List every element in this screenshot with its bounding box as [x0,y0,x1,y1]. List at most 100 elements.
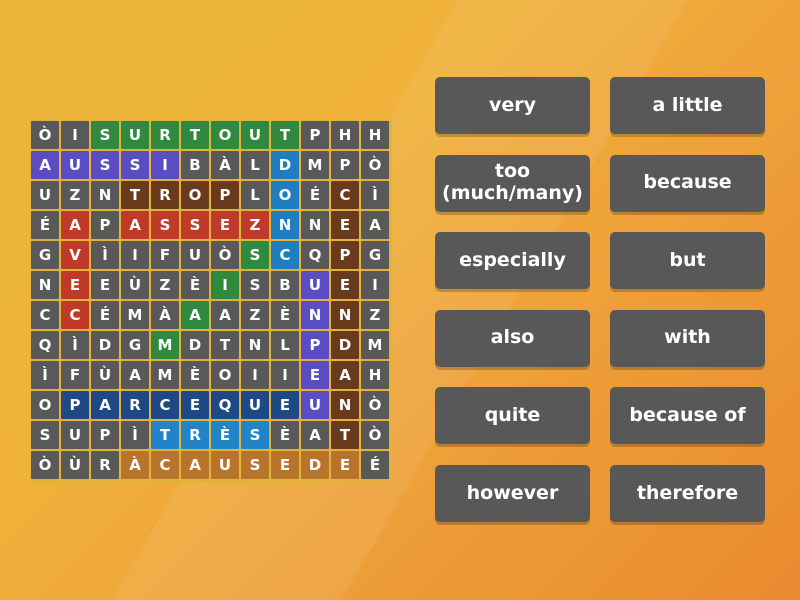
clue-button[interactable]: but [610,232,765,290]
grid-cell[interactable]: O [211,361,239,389]
grid-cell[interactable]: N [331,391,359,419]
grid-cell[interactable]: U [121,121,149,149]
clue-button[interactable]: very [435,77,590,134]
grid-cell[interactable]: Ò [31,451,59,479]
grid-cell[interactable]: M [301,151,329,179]
grid-cell[interactable]: Z [151,271,179,299]
grid-cell[interactable]: T [181,121,209,149]
grid-cell[interactable]: S [91,121,119,149]
grid-cell[interactable]: N [301,211,329,239]
grid-cell[interactable]: A [121,211,149,239]
clue-button[interactable]: also [435,309,590,367]
grid-cell[interactable]: Ù [121,271,149,299]
grid-cell[interactable]: C [271,241,299,269]
grid-cell[interactable]: D [301,451,329,479]
grid-cell[interactable]: S [241,271,269,299]
grid-cell[interactable]: U [31,181,59,209]
grid-cell[interactable]: Ì [61,331,89,359]
grid-cell[interactable]: É [91,301,119,329]
grid-cell[interactable]: M [151,361,179,389]
grid-cell[interactable]: P [91,211,119,239]
grid-cell[interactable]: R [121,391,149,419]
grid-cell[interactable]: U [241,391,269,419]
grid-cell[interactable]: U [181,241,209,269]
grid-cell[interactable]: T [151,421,179,449]
grid-cell[interactable]: P [301,121,329,149]
grid-cell[interactable]: P [331,241,359,269]
grid-cell[interactable]: T [271,121,299,149]
grid-cell[interactable]: É [361,451,389,479]
grid-cell[interactable]: H [331,121,359,149]
grid-cell[interactable]: O [271,181,299,209]
grid-cell[interactable]: Ì [361,181,389,209]
grid-cell[interactable]: P [211,181,239,209]
grid-cell[interactable]: U [301,391,329,419]
grid-cell[interactable]: A [31,151,59,179]
grid-cell[interactable]: R [181,421,209,449]
grid-cell[interactable]: H [361,121,389,149]
clue-button[interactable]: with [610,309,765,367]
grid-cell[interactable]: M [121,301,149,329]
grid-cell[interactable]: A [121,361,149,389]
grid-cell[interactable]: A [181,451,209,479]
grid-cell[interactable]: I [61,121,89,149]
grid-cell[interactable]: Ò [361,151,389,179]
grid-cell[interactable]: I [361,271,389,299]
grid-cell[interactable]: U [211,451,239,479]
grid-cell[interactable]: S [91,151,119,179]
grid-cell[interactable]: B [181,151,209,179]
grid-cell[interactable]: E [211,211,239,239]
grid-cell[interactable]: E [331,451,359,479]
grid-cell[interactable]: Ù [91,361,119,389]
grid-cell[interactable]: N [241,331,269,359]
grid-cell[interactable]: I [241,361,269,389]
grid-cell[interactable]: I [121,241,149,269]
grid-cell[interactable]: V [61,241,89,269]
grid-cell[interactable]: U [301,271,329,299]
grid-cell[interactable]: N [271,211,299,239]
grid-cell[interactable]: D [331,331,359,359]
grid-cell[interactable]: E [331,211,359,239]
grid-cell[interactable]: È [271,421,299,449]
grid-cell[interactable]: E [61,271,89,299]
grid-cell[interactable]: È [181,361,209,389]
grid-cell[interactable]: A [361,211,389,239]
grid-cell[interactable]: S [151,211,179,239]
grid-cell[interactable]: Z [241,211,269,239]
clue-button[interactable]: especially [435,232,590,290]
grid-cell[interactable]: I [151,151,179,179]
grid-cell[interactable]: Q [211,391,239,419]
grid-cell[interactable]: A [211,301,239,329]
grid-cell[interactable]: S [181,211,209,239]
grid-cell[interactable]: C [31,301,59,329]
grid-cell[interactable]: G [361,241,389,269]
grid-cell[interactable]: S [241,421,269,449]
grid-cell[interactable]: U [61,151,89,179]
grid-cell[interactable]: O [211,121,239,149]
clue-button[interactable]: however [435,465,590,522]
grid-cell[interactable]: G [121,331,149,359]
clue-button[interactable]: therefore [610,465,765,522]
grid-cell[interactable]: T [331,421,359,449]
grid-cell[interactable]: Z [241,301,269,329]
grid-cell[interactable]: N [301,301,329,329]
clue-button[interactable]: quite [435,387,590,445]
grid-cell[interactable]: F [151,241,179,269]
clue-button[interactable]: too (much/many) [435,154,590,212]
grid-cell[interactable]: A [181,301,209,329]
grid-cell[interactable]: E [331,271,359,299]
grid-cell[interactable]: N [91,181,119,209]
grid-cell[interactable]: À [121,451,149,479]
grid-cell[interactable]: T [121,181,149,209]
grid-cell[interactable]: E [91,271,119,299]
grid-cell[interactable]: È [211,421,239,449]
grid-cell[interactable]: É [301,181,329,209]
grid-cell[interactable]: È [271,301,299,329]
grid-cell[interactable]: D [91,331,119,359]
grid-cell[interactable]: L [271,331,299,359]
grid-cell[interactable]: E [271,391,299,419]
grid-cell[interactable]: Q [31,331,59,359]
grid-cell[interactable]: C [151,391,179,419]
clue-button[interactable]: because [610,154,765,212]
